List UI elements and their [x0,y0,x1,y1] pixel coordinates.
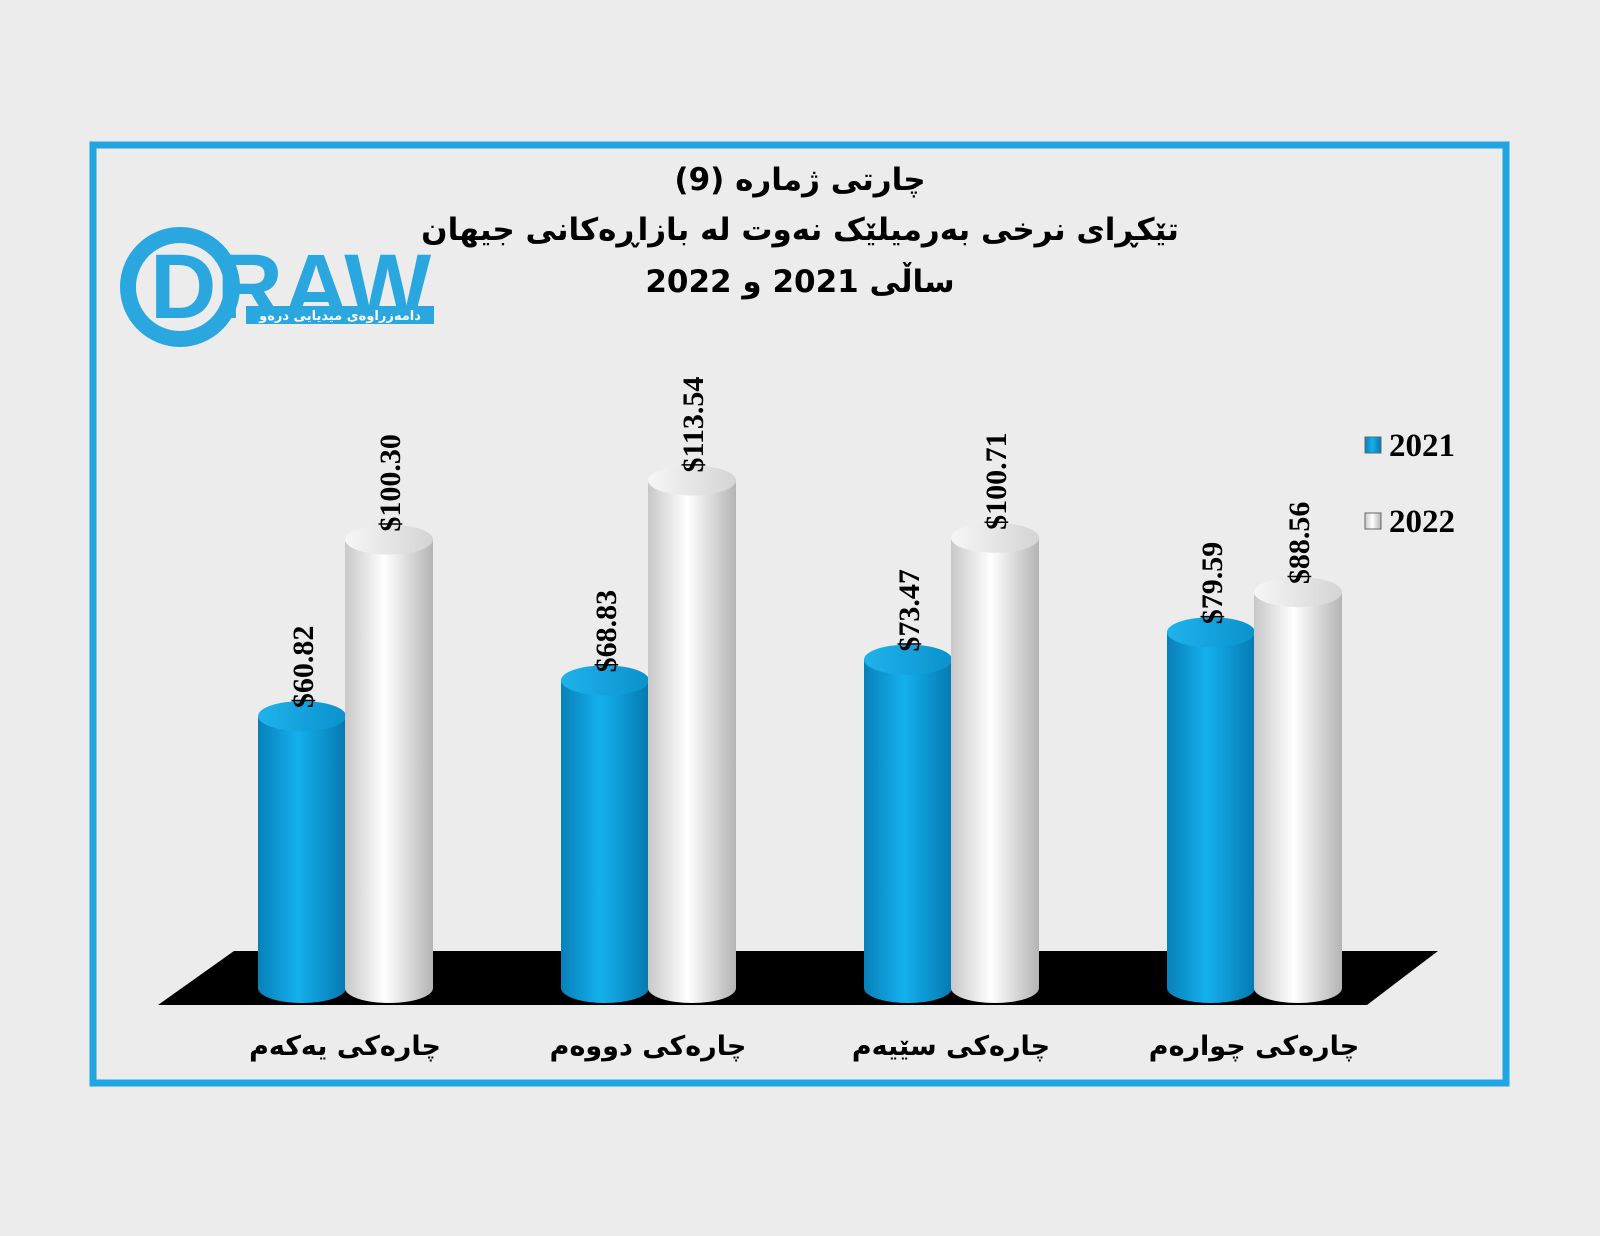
x-tick-label: چارەکی چوارەم [1149,1031,1359,1062]
data-label: $60.82 [287,626,320,709]
bar-top [561,665,649,696]
bar [1254,592,1342,1003]
bar-top [258,701,346,732]
bar [648,480,736,1003]
data-label: $100.30 [374,434,407,532]
legend-label: 2022 [1389,504,1455,540]
data-label: $100.71 [980,432,1013,530]
bar [258,716,346,1003]
bar-top [1167,617,1255,648]
bar-top [648,465,736,496]
chart-title: تێکڕای نرخی بەرمیلێک نەوت لە بازاڕەکانی … [421,212,1179,248]
data-label: $88.56 [1283,502,1316,585]
bar-top [864,644,952,675]
bar [345,539,433,1003]
bar-top [345,524,433,555]
data-label: $73.47 [893,569,926,652]
bar-top [1254,577,1342,608]
x-tick-label: چارەکی یەکەم [249,1031,441,1062]
data-label: $68.83 [590,590,623,673]
logo-band [246,306,434,324]
bar [561,680,649,1003]
bar-top [951,522,1039,553]
logo-ring [120,227,240,347]
chart-title: چارتی ژمارە (9) [674,162,925,198]
logo-subtitle: دامەزراوەی میدیایی درەو [258,309,421,324]
legend-label: 2021 [1389,428,1455,464]
bar [951,537,1039,1003]
floor [158,951,1438,1005]
legend-swatch [1364,436,1382,454]
data-label: $113.54 [677,377,710,473]
logo: DRAW دامەزراوەی میدیایی درەو [120,227,434,347]
legend-swatch [1364,512,1382,530]
bar [1167,632,1255,1003]
x-tick-label: چارەکی دووەم [550,1031,747,1062]
x-tick-label: چارەکی سێیەم [852,1031,1050,1062]
data-label: $79.59 [1196,542,1229,625]
chart-title: ساڵی 2021 و 2022 [645,262,954,300]
bar [864,659,952,1003]
